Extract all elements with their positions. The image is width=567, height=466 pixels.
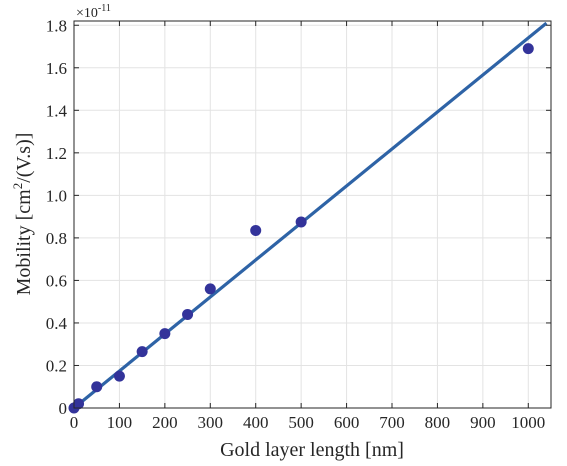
fit-line-group — [72, 21, 548, 410]
x-tick-labels: 0 100 200 300 400 500 600 700 800 900 1000 — [70, 413, 546, 432]
y-exponent-label: ×10-11 — [76, 3, 111, 21]
data-point — [113, 370, 125, 382]
x-tick-label: 400 — [243, 413, 269, 432]
y-tick-label: 0.2 — [46, 356, 67, 375]
y-tick-label: 1.2 — [46, 144, 67, 163]
data-point — [182, 308, 194, 320]
y-tick-label: 1.0 — [46, 186, 67, 205]
y-tick-label: 1.4 — [46, 101, 68, 120]
y-tick-label: 0 — [59, 399, 68, 418]
data-point — [91, 381, 103, 393]
data-point — [136, 346, 148, 358]
y-tick-label: 1.6 — [46, 59, 67, 78]
x-tick-label: 1000 — [511, 413, 545, 432]
y-tick-label: 0.4 — [46, 314, 68, 333]
data-point — [295, 216, 307, 228]
data-point — [250, 224, 262, 236]
x-tick-label: 900 — [470, 413, 496, 432]
data-point — [204, 283, 216, 295]
y-tick-label: 0.8 — [46, 229, 67, 248]
data-points — [68, 43, 534, 414]
linear-fit-line — [72, 21, 548, 410]
y-axis-label: Mobility [cm2/(V.s)] — [10, 133, 35, 296]
x-tick-label: 700 — [379, 413, 405, 432]
x-tick-label: 100 — [107, 413, 133, 432]
x-tick-label: 200 — [152, 413, 178, 432]
y-tick-labels: 0 0.2 0.4 0.6 0.8 1.0 1.2 1.4 1.6 1.8 — [46, 16, 68, 418]
tick-marks — [73, 21, 551, 409]
y-tick-label: 1.8 — [46, 16, 67, 35]
x-tick-label: 800 — [425, 413, 451, 432]
x-tick-label: 300 — [198, 413, 224, 432]
x-tick-label: 500 — [288, 413, 314, 432]
plot-frame — [73, 20, 552, 409]
data-point — [73, 398, 85, 410]
data-point — [522, 43, 534, 55]
x-tick-label: 600 — [334, 413, 360, 432]
x-axis-label: Gold layer length [nm] — [220, 439, 404, 461]
y-tick-label: 0.6 — [46, 271, 67, 290]
x-tick-label: 0 — [70, 413, 79, 432]
data-point — [159, 328, 171, 340]
